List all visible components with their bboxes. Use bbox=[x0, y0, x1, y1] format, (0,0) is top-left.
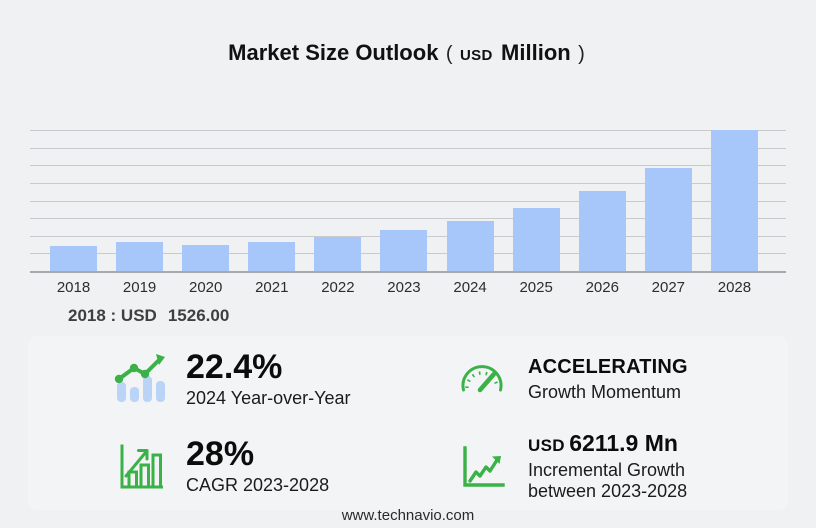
base-year-annotation: 2018 : USD 1526.00 bbox=[68, 306, 229, 326]
stat-cagr: 28% CAGR 2023-2028 bbox=[28, 423, 408, 510]
base-year-label: 2018 : USD bbox=[68, 306, 157, 325]
title-main: Market Size Outlook bbox=[228, 40, 439, 65]
x-label-2024: 2024 bbox=[453, 279, 487, 296]
stat-incremental-value: USD 6211.9 Mn bbox=[528, 429, 687, 456]
bar-2020 bbox=[182, 245, 230, 271]
stat-incremental-text: USD 6211.9 Mn Incremental Growth between… bbox=[528, 429, 688, 503]
title-paren-open: ( bbox=[445, 43, 453, 65]
stat-incremental-currency: USD bbox=[528, 435, 565, 455]
gridline bbox=[30, 165, 786, 167]
stat-cagr-text: 28% CAGR 2023-2028 bbox=[186, 434, 330, 497]
stat-cagr-caption: CAGR 2023-2028 bbox=[186, 475, 330, 496]
stat-momentum-caption: Growth Momentum bbox=[528, 381, 682, 402]
x-axis-labels: 2018 2019 2020 2021 2022 2023 2024 2025 2026 2027… bbox=[30, 279, 786, 296]
line-graph-arrow-icon bbox=[452, 445, 512, 488]
x-label-2028: 2028 bbox=[717, 279, 752, 296]
gridline bbox=[30, 200, 786, 202]
x-label-2020: 2020 bbox=[189, 279, 223, 296]
stat-yoy-text: 22.4% 2024 Year-over-Year bbox=[186, 347, 351, 410]
x-label-2027: 2027 bbox=[651, 279, 686, 296]
footer-url: www.technavio.com bbox=[341, 507, 475, 524]
x-label-2018: 2018 bbox=[56, 279, 91, 296]
stat-cagr-value: 28% bbox=[186, 434, 255, 473]
title-currency: USD bbox=[460, 47, 493, 64]
bar-2024 bbox=[446, 220, 494, 271]
bar-2027 bbox=[644, 168, 692, 271]
x-label-2019: 2019 bbox=[122, 279, 157, 296]
gridline bbox=[30, 182, 786, 184]
growth-trend-bars-icon bbox=[110, 353, 170, 406]
bar-2021 bbox=[248, 241, 296, 271]
title-paren-close: ) bbox=[578, 43, 585, 65]
stat-yoy-growth: 22.4% 2024 Year-over-Year bbox=[28, 336, 408, 423]
bar-2018 bbox=[50, 246, 97, 271]
x-label-2023: 2023 bbox=[387, 279, 421, 296]
stat-momentum: ACCELERATING Growth Momentum bbox=[408, 336, 788, 423]
stat-incremental-caption-line1: Incremental Growth bbox=[528, 459, 686, 480]
bar-2026 bbox=[578, 191, 626, 271]
page-title: Market Size Outlook ( USD Million ) bbox=[0, 40, 816, 66]
stat-momentum-text: ACCELERATING Growth Momentum bbox=[528, 356, 688, 403]
x-label-2026: 2026 bbox=[585, 279, 619, 296]
bar-graph-arrow-icon bbox=[110, 444, 170, 490]
bar-2023 bbox=[380, 230, 428, 271]
bar-plot bbox=[30, 130, 786, 273]
stat-incremental-growth: USD 6211.9 Mn Incremental Growth between… bbox=[408, 423, 788, 510]
bar-2019 bbox=[116, 241, 164, 271]
x-label-2022: 2022 bbox=[321, 279, 355, 296]
stat-yoy-caption: 2024 Year-over-Year bbox=[186, 388, 351, 409]
bar-2028 bbox=[710, 130, 758, 271]
stat-incremental-amount: 6211.9 Mn bbox=[569, 429, 678, 456]
stats-card: 22.4% 2024 Year-over-Year ACCELERATING G… bbox=[28, 336, 788, 510]
gridline bbox=[30, 130, 786, 131]
title-unit: Million bbox=[501, 40, 571, 65]
gridline bbox=[30, 147, 786, 149]
x-label-2025: 2025 bbox=[519, 279, 553, 296]
gridline bbox=[30, 218, 786, 220]
stat-incremental-caption-line2: between 2023-2028 bbox=[528, 481, 688, 502]
base-year-value: 1526.00 bbox=[167, 306, 230, 325]
x-label-2021: 2021 bbox=[255, 279, 289, 296]
bars bbox=[30, 130, 786, 271]
bar-2022 bbox=[314, 236, 362, 271]
stat-momentum-value: ACCELERATING bbox=[528, 355, 688, 378]
bar-2025 bbox=[512, 208, 560, 271]
speedometer-icon bbox=[452, 360, 512, 400]
x-axis-line bbox=[30, 271, 786, 273]
stat-yoy-value: 22.4% bbox=[186, 347, 283, 386]
